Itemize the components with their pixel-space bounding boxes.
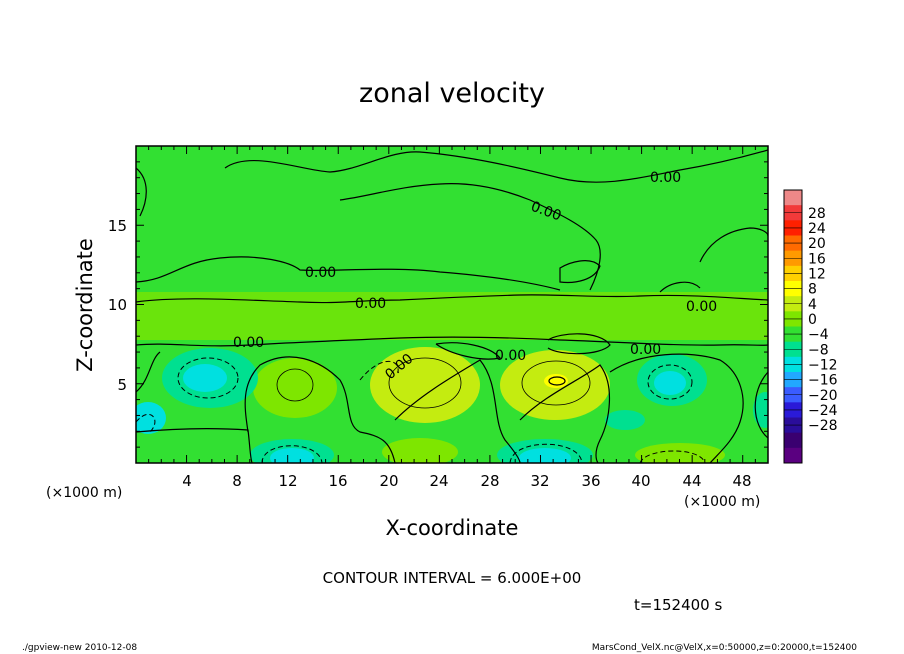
x-unit-label-right: (×1000 m) <box>684 494 760 510</box>
positive-contour <box>521 360 591 406</box>
contour-line <box>609 353 744 463</box>
contour-line <box>244 356 396 463</box>
positive-cell <box>253 358 337 418</box>
contour-line <box>136 167 147 217</box>
axis-ticks <box>136 146 768 463</box>
y-tick-labels: 5 10 15 <box>108 217 127 394</box>
colorbar-label: 12 <box>808 266 826 282</box>
contour-line <box>136 256 561 291</box>
negative-core <box>519 448 571 463</box>
positive-cell <box>635 443 725 463</box>
contour-label: 0.00 <box>233 335 264 351</box>
contour-line <box>136 428 253 463</box>
contour-line <box>559 260 601 284</box>
footer-left: ./gpview-new 2010-12-08 <box>22 643 137 653</box>
negative-contour <box>177 357 239 399</box>
colorbar-label: −8 <box>808 342 829 358</box>
colorbar-swatch <box>784 432 802 449</box>
negative-contour <box>509 443 583 463</box>
contour-interval-text: CONTOUR INTERVAL = 6.000E+00 <box>323 569 582 587</box>
colorbar-label: −24 <box>808 403 838 419</box>
negative-contour <box>136 414 156 433</box>
positive-contour <box>276 368 314 402</box>
time-text: t=152400 s <box>634 596 722 614</box>
contour-line <box>547 333 611 355</box>
colorbar-label: 20 <box>808 236 826 252</box>
contour-label: 0.00 <box>650 170 681 186</box>
plot-area: 0.00 0.00 0.00 0.00 0.00 0.00 0.00 0.00 … <box>136 146 768 463</box>
contour-line <box>699 227 768 263</box>
positive-contour <box>388 357 462 409</box>
colorbar-label: 28 <box>808 206 826 222</box>
x-tick-label: 4 <box>182 472 192 490</box>
colorbar-frame <box>783 189 803 464</box>
x-axis-title: X-coordinate <box>386 516 519 540</box>
negative-core <box>183 364 227 392</box>
contour-line <box>548 376 566 386</box>
contour-label: 0.00 <box>495 348 526 364</box>
negative-cell <box>605 410 645 430</box>
colorbar-label: 16 <box>808 251 826 267</box>
contour-label: 0.00 <box>305 265 336 281</box>
x-tick-label: 36 <box>581 472 600 490</box>
colorbar-label: −4 <box>808 327 829 343</box>
y-axis-title: Z-coordinate <box>73 238 97 372</box>
colorbar-label: 0 <box>808 312 817 328</box>
colorbar-label: 4 <box>808 297 817 313</box>
y-tick-label: 5 <box>117 376 127 394</box>
colorbar-label: −20 <box>808 388 838 404</box>
x-tick-label: 48 <box>732 472 751 490</box>
negative-cell <box>136 402 166 434</box>
colorbar-swatch <box>784 447 802 464</box>
positive-cell <box>370 347 480 423</box>
negative-contour <box>359 360 399 381</box>
contour-line <box>339 183 601 291</box>
negative-cell <box>753 392 768 428</box>
x-tick-labels: 4 8 12 16 20 24 28 32 36 40 44 48 <box>182 472 751 490</box>
x-tick-label: 12 <box>278 472 297 490</box>
contour-line <box>136 336 768 347</box>
x-tick-label: 20 <box>379 472 398 490</box>
y-tick-label: 10 <box>108 296 127 314</box>
colorbar <box>783 189 803 464</box>
x-tick-label: 40 <box>631 472 650 490</box>
colorbar-label: −28 <box>808 418 838 434</box>
contour-label: 0.00 <box>355 296 386 312</box>
positive-cell <box>382 438 458 463</box>
negative-core <box>654 371 686 395</box>
colorbar-label: 24 <box>808 221 826 237</box>
contour-line <box>224 149 768 183</box>
contour-label: 0.00 <box>630 342 661 358</box>
footer-right: MarsCond_VelX.nc@VelX,x=0:50000,z=0:2000… <box>592 643 857 653</box>
x-tick-label: 28 <box>480 472 499 490</box>
colorbar-label: 8 <box>808 282 817 298</box>
negative-contour <box>647 364 693 400</box>
colorbar-label: −12 <box>808 357 838 373</box>
negative-core <box>270 448 314 463</box>
x-tick-label: 32 <box>530 472 549 490</box>
contour-line <box>394 359 521 463</box>
contour-line <box>754 371 768 439</box>
colorbar-label: −16 <box>808 373 838 389</box>
contour-line <box>136 351 161 393</box>
contour-line <box>519 364 610 463</box>
x-unit-label-left: (×1000 m) <box>46 485 122 501</box>
contour-line <box>136 294 768 304</box>
x-tick-label: 16 <box>328 472 347 490</box>
negative-contour <box>639 450 706 463</box>
colorbar-swatch <box>784 190 802 206</box>
negative-contour <box>261 445 323 463</box>
contour-line <box>659 281 701 293</box>
x-tick-label: 24 <box>429 472 448 490</box>
chart-title: zonal velocity <box>359 78 545 109</box>
contour-line <box>435 342 502 360</box>
x-tick-label: 8 <box>232 472 242 490</box>
contour-label: 0.00 <box>686 299 717 315</box>
y-tick-label: 15 <box>108 217 127 235</box>
x-tick-label: 44 <box>682 472 701 490</box>
